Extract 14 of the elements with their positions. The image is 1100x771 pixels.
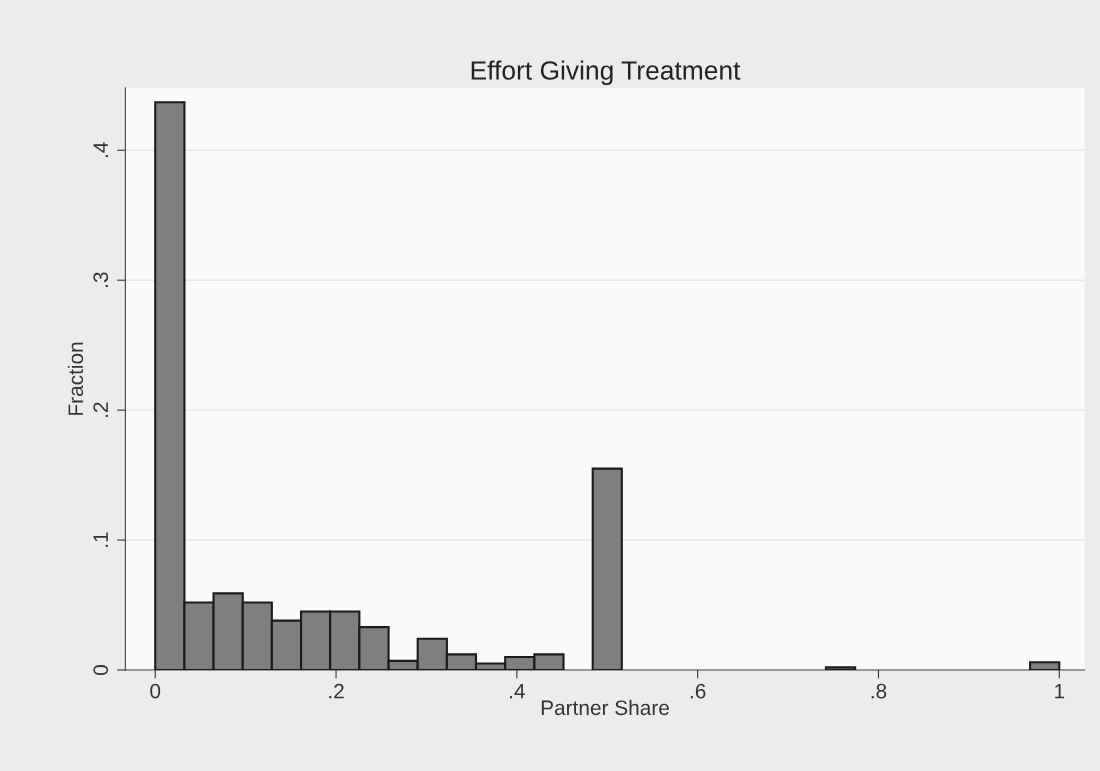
y-tick-label: 0 <box>93 665 109 675</box>
chart-title: Effort Giving Treatment <box>471 60 741 86</box>
x-tick-label: .2 <box>329 683 344 699</box>
y-tick-label: .3 <box>93 272 109 287</box>
x-tick-label: 0 <box>150 683 161 699</box>
y-tick-label: .4 <box>93 142 108 158</box>
x-axis-title: Partner Share <box>541 699 669 716</box>
y-tick-label: .1 <box>93 532 108 547</box>
x-tick-label: .4 <box>510 683 525 699</box>
y-axis-title: Fraction <box>67 342 84 415</box>
x-tick-label: .8 <box>871 683 887 699</box>
x-tick-label: .6 <box>690 683 706 699</box>
x-tick-label: 1 <box>1055 683 1065 699</box>
y-tick-label: .2 <box>93 402 108 417</box>
